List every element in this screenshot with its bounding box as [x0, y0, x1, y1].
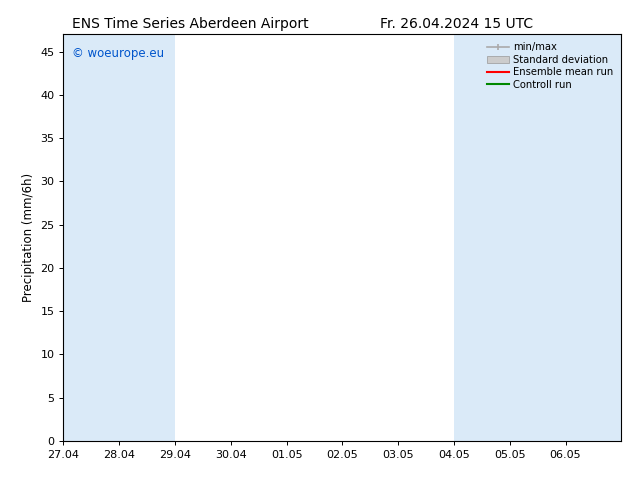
- Bar: [454, 34, 566, 441]
- Bar: [566, 34, 621, 441]
- Text: ENS Time Series Aberdeen Airport: ENS Time Series Aberdeen Airport: [72, 17, 309, 31]
- Bar: [63, 34, 175, 441]
- Text: © woeurope.eu: © woeurope.eu: [72, 47, 164, 59]
- Text: Fr. 26.04.2024 15 UTC: Fr. 26.04.2024 15 UTC: [380, 17, 533, 31]
- Y-axis label: Precipitation (mm/6h): Precipitation (mm/6h): [22, 173, 35, 302]
- Legend: min/max, Standard deviation, Ensemble mean run, Controll run: min/max, Standard deviation, Ensemble me…: [484, 39, 616, 93]
